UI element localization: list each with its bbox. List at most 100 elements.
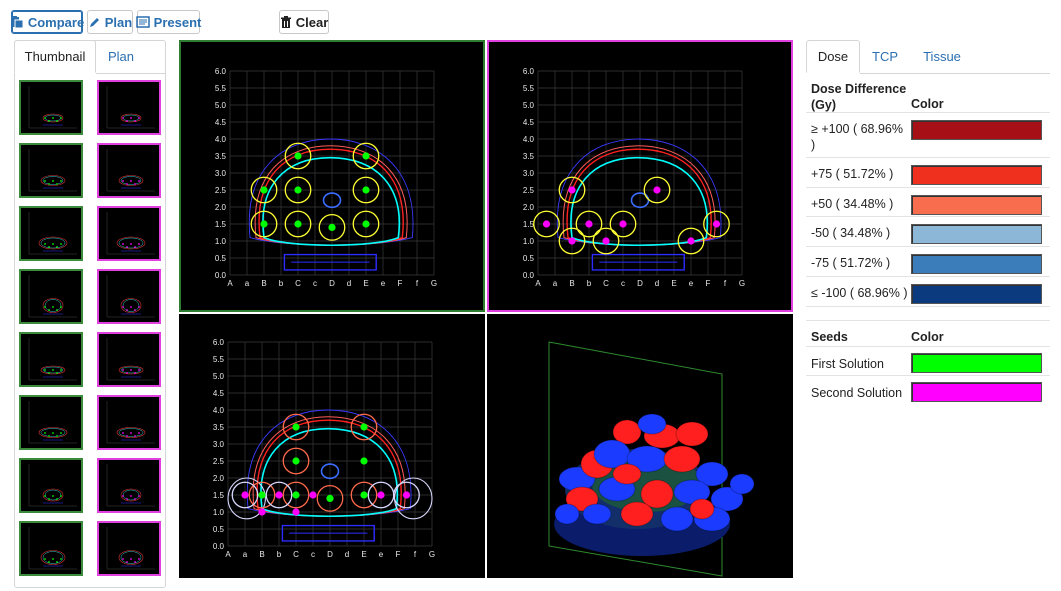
dose-color-swatch[interactable] [911,195,1042,215]
seed-marker[interactable] [542,220,551,228]
compare-button[interactable]: Compare [10,10,84,34]
dose-color-header: Color [911,97,944,111]
x-tick-label: G [739,279,745,288]
thumbnail-first-solution[interactable] [19,269,83,324]
y-tick-label: 0.0 [215,271,227,280]
seed-marker[interactable] [362,186,370,194]
seed-marker[interactable] [568,237,576,245]
thumbnail-first-solution[interactable] [19,80,83,135]
tab-thumbnail[interactable]: Thumbnail [14,40,96,73]
3d-dose-difference-view[interactable] [487,314,793,578]
plan-button[interactable]: Plan [87,10,133,34]
x-tick-label: C [295,279,301,288]
seed-marker[interactable] [326,494,334,502]
dose-row-label: +50 ( 34.48% ) [811,196,893,212]
seed-marker[interactable] [275,491,283,499]
y-tick-label: 1.5 [523,220,535,229]
seed-marker[interactable] [377,491,385,499]
y-tick-label: 3.5 [523,152,535,161]
seed-marker[interactable] [258,491,266,499]
seed-marker[interactable] [260,220,268,228]
thumbnail-first-solution[interactable] [19,206,83,261]
y-tick-label: 5.0 [213,372,225,381]
seeds-header: Seeds [811,330,848,344]
thumbnail-second-solution[interactable] [97,332,161,387]
seed-marker[interactable] [292,508,300,516]
seed-color-swatch[interactable] [911,382,1042,402]
seed-marker[interactable] [585,220,593,228]
x-tick-label: d [655,279,659,288]
y-tick-label: 6.0 [213,338,225,347]
dose-color-swatch[interactable] [911,254,1042,274]
thumbnail-second-solution[interactable] [97,395,161,450]
dose-row-label-line1: -50 ( 34.48% ) [811,226,891,240]
present-button[interactable]: Present [135,10,201,34]
x-tick-label: e [379,550,384,559]
seed-marker[interactable] [360,491,368,499]
seed-marker[interactable] [292,457,300,465]
seed-marker[interactable] [360,457,368,465]
seed-marker[interactable] [360,423,368,431]
dose-color-swatch[interactable] [911,120,1042,140]
seed-marker[interactable] [568,186,576,194]
tab-dose[interactable]: Dose [806,40,860,73]
seed-marker[interactable] [602,237,610,245]
thumbnail-second-solution[interactable] [97,206,161,261]
seed-color-swatch[interactable] [911,353,1042,373]
dose-color-swatch[interactable] [911,224,1042,244]
dose-increase-region [620,501,654,527]
thumbnail-second-solution[interactable] [97,521,161,576]
thumbnail-second-solution[interactable] [97,143,161,198]
seed-marker[interactable] [309,491,317,499]
seed-marker[interactable] [687,237,695,245]
thumbnail-first-solution[interactable] [19,395,83,450]
dose-row-divider [806,112,1050,113]
seed-marker[interactable] [619,220,627,228]
clear-button[interactable]: Clear [279,10,329,34]
seed-marker[interactable] [294,152,302,160]
x-tick-label: G [429,550,435,559]
x-tick-label: a [243,550,248,559]
x-tick-label: c [311,550,315,559]
tab-tcp-label: TCP [872,49,898,64]
tab-tissue[interactable]: Tissue [912,40,972,73]
x-tick-label: d [345,550,349,559]
y-tick-label: 4.5 [215,118,227,127]
seed-marker[interactable] [294,186,302,194]
tab-plan[interactable]: Plan [96,40,146,73]
dose-color-swatch[interactable] [911,284,1042,304]
isodose-ring [393,481,420,509]
seed-marker[interactable] [402,491,411,499]
seed-row-label: Second Solution [811,386,903,400]
x-tick-label: f [724,279,727,288]
dose-decrease-region [554,503,580,525]
dose-color-swatch[interactable] [911,165,1042,185]
seed-marker[interactable] [653,186,661,194]
seed-marker[interactable] [328,223,336,231]
seed-marker[interactable] [362,220,370,228]
thumbnail-second-solution[interactable] [97,80,161,135]
seed-marker[interactable] [362,152,370,160]
seed-marker[interactable] [260,186,268,194]
thumbnail-second-solution[interactable] [97,269,161,324]
y-tick-label: 2.0 [215,203,227,212]
thumbnail-second-solution[interactable] [97,458,161,513]
seed-marker[interactable] [241,491,249,499]
x-tick-label: b [277,550,282,559]
thumbnail-first-solution[interactable] [19,521,83,576]
thumbnail-first-solution[interactable] [19,458,83,513]
seed-marker[interactable] [292,491,300,499]
contour-layer [248,138,414,271]
seed-marker[interactable] [292,423,300,431]
y-tick-label: 3.0 [215,169,227,178]
seed-marker[interactable] [712,220,721,228]
seed-row-divider [806,375,1050,376]
tab-tcp[interactable]: TCP [862,40,908,73]
thumbnail-first-solution[interactable] [19,143,83,198]
thumbnail-first-solution[interactable] [19,332,83,387]
seed-marker[interactable] [258,508,266,516]
seed-marker[interactable] [294,220,302,228]
